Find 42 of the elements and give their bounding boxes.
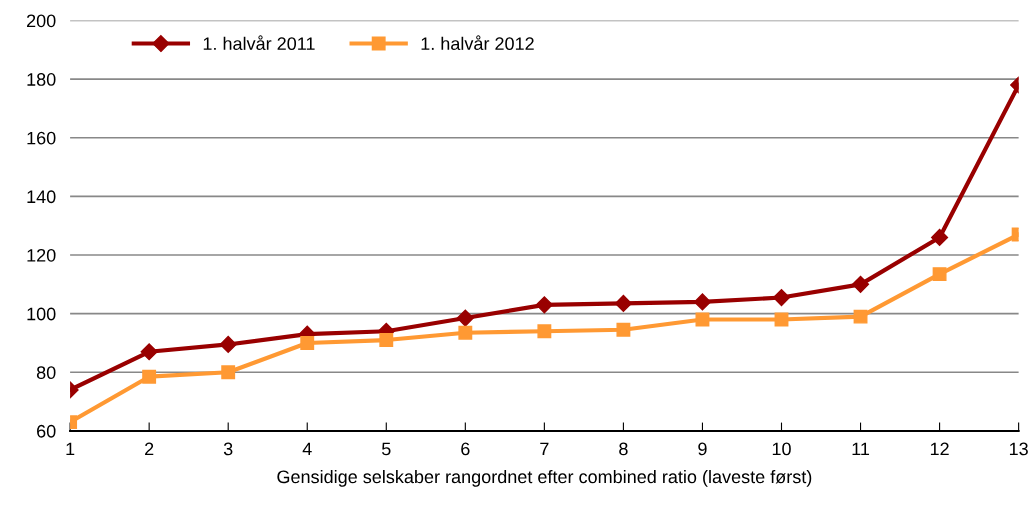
point	[931, 228, 949, 246]
y-tick-label: 80	[36, 366, 56, 380]
x-tick-label: 5	[381, 442, 391, 456]
x-tick-label: 2	[145, 442, 154, 456]
x-tick-label: 4	[302, 442, 312, 456]
point	[772, 288, 791, 307]
point	[458, 325, 473, 340]
point	[853, 309, 868, 324]
x-tick-label: 3	[223, 442, 233, 456]
point	[219, 335, 237, 353]
x-tick-label: 8	[619, 442, 628, 456]
point	[221, 365, 236, 380]
point	[379, 333, 394, 347]
x-tick-label: 11	[852, 442, 870, 456]
point	[693, 293, 712, 311]
y-tick-label: 140	[27, 190, 56, 204]
x-tick-label: 1	[66, 442, 75, 456]
point	[932, 267, 947, 282]
legend-label: 1. halvår 2012	[421, 35, 534, 51]
point	[142, 369, 157, 384]
y-tick-label: 200	[27, 14, 56, 28]
x-tick-label: 6	[461, 442, 470, 456]
point	[616, 322, 631, 337]
x-tick-label: 7	[540, 442, 549, 456]
y-tick-label: 180	[27, 73, 56, 86]
x-tick-label: 12	[930, 442, 949, 456]
legend-label: 1. halvår 2011	[203, 35, 315, 51]
y-tick-label: 160	[27, 131, 56, 145]
point	[456, 309, 474, 327]
y-tick-label: 100	[27, 307, 56, 321]
y-tick-label: 120	[27, 248, 56, 262]
x-tick-label: 9	[698, 442, 707, 456]
x-tick-label: 10	[772, 442, 791, 456]
x-axis-title: Gensidige selskaber rangordnet efter combined ratio (laveste først)	[277, 469, 812, 487]
point	[614, 294, 632, 312]
point	[140, 343, 158, 361]
x-tick-label: 13	[1009, 442, 1028, 456]
point	[851, 275, 870, 293]
point	[537, 324, 552, 339]
point	[535, 296, 553, 314]
point	[300, 336, 315, 350]
y-tick-label: 60	[37, 424, 56, 438]
